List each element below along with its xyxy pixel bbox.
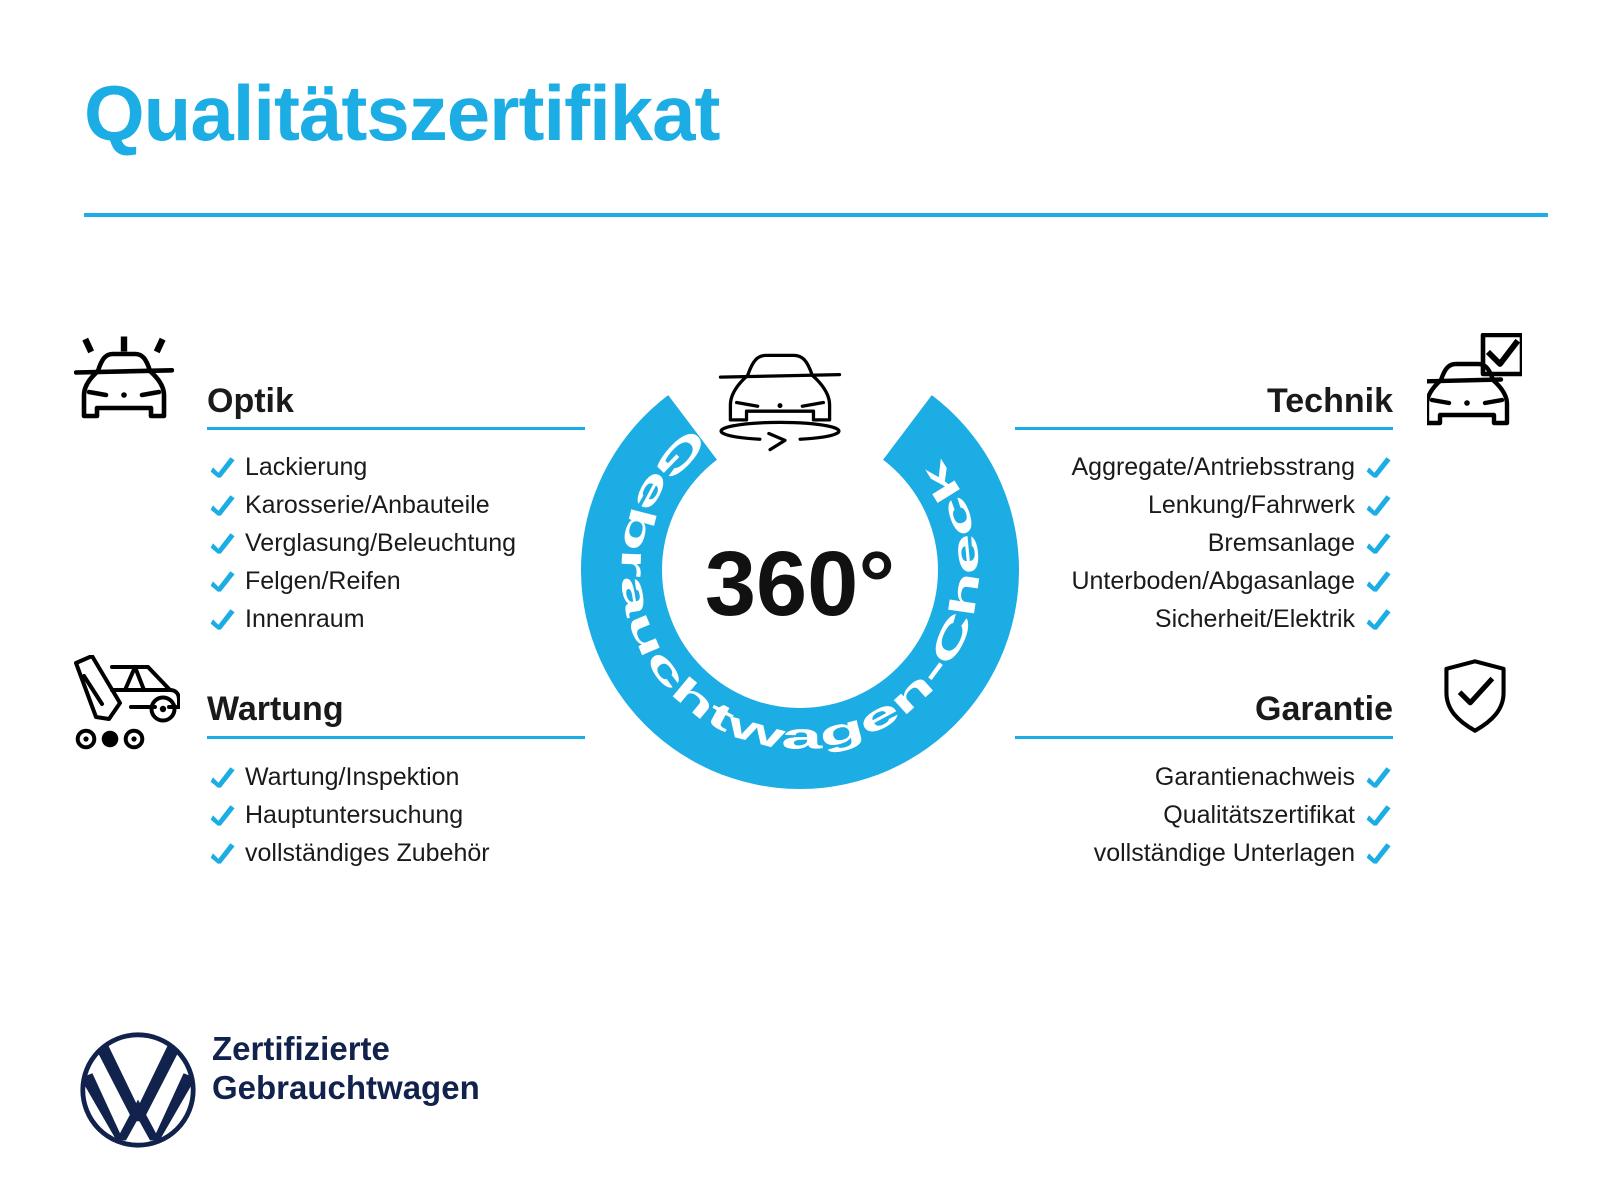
svg-text:360°: 360°: [705, 533, 895, 635]
